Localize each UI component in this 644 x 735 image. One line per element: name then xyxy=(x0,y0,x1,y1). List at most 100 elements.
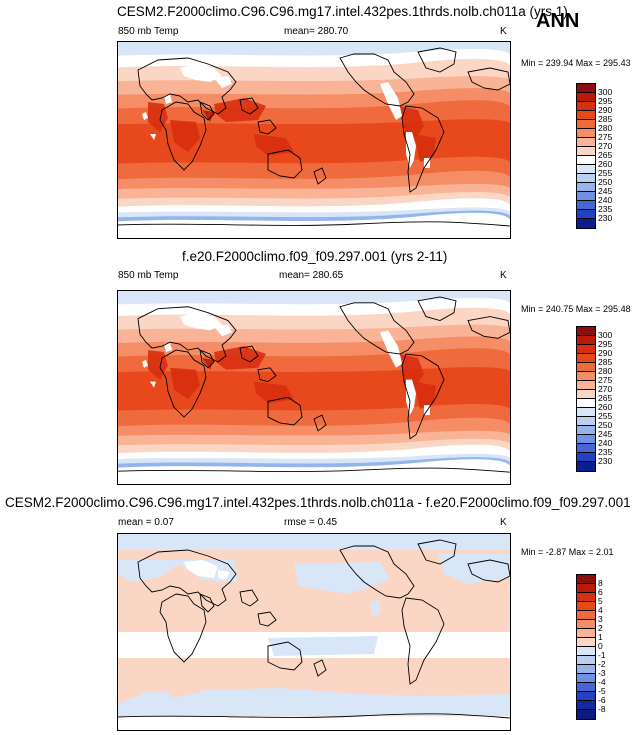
masked-region xyxy=(180,64,222,82)
panel-3-title: CESM2.F2000climo.C96.C96.mg17.intel.432p… xyxy=(5,495,631,510)
colorbar-label: 250 xyxy=(598,177,613,187)
masked-region xyxy=(380,330,402,368)
colorbar-cell xyxy=(577,575,595,584)
coastline xyxy=(159,101,207,171)
coastline xyxy=(417,296,457,322)
coastline xyxy=(313,659,327,677)
colorbar-label: 235 xyxy=(598,447,613,457)
panel-3-minmax: Min = -2.87 Max = 2.01 xyxy=(521,547,614,557)
colorbar-cell xyxy=(577,93,595,102)
colorbar-cell xyxy=(577,138,595,147)
colorbar-cell xyxy=(577,593,595,602)
panel-1-title: CESM2.F2000climo.C96.C96.mg17.intel.432p… xyxy=(117,4,568,19)
coastline xyxy=(339,545,415,599)
colorbar-cell xyxy=(577,354,595,363)
colorbar-cell xyxy=(577,147,595,156)
colorbar-label: 4 xyxy=(598,605,603,615)
colorbar-label: 6 xyxy=(598,587,603,597)
colorbar-cell xyxy=(577,638,595,647)
colorbar-cell xyxy=(577,129,595,138)
colorbar-cell xyxy=(577,701,595,710)
panel-1-colorbar xyxy=(576,83,596,229)
warm-region xyxy=(414,381,436,410)
coastline xyxy=(401,597,445,685)
colorbar-cell xyxy=(577,435,595,444)
colorbar-cell xyxy=(577,674,595,683)
masked-region xyxy=(142,359,148,368)
coastline xyxy=(401,105,445,193)
colorbar-cell xyxy=(577,210,595,219)
masked-region xyxy=(218,570,230,580)
colorbar-label: 260 xyxy=(598,159,613,169)
coastline xyxy=(118,221,510,227)
colorbar-cell xyxy=(577,647,595,656)
colorbar-label: 250 xyxy=(598,420,613,430)
colorbar-label: 240 xyxy=(598,438,613,448)
coastline xyxy=(467,559,510,583)
coastline xyxy=(339,302,415,355)
panel-1-mean-label: mean= 280.70 xyxy=(284,26,349,37)
coastline xyxy=(417,539,457,565)
panel-1-minmax: Min = 239.94 Max = 295.43 xyxy=(521,58,631,68)
coastline xyxy=(118,467,510,473)
coastline xyxy=(267,396,303,426)
warm-region xyxy=(170,367,200,400)
colorbar-label: 230 xyxy=(598,213,613,223)
colorbar-cell xyxy=(577,390,595,399)
masked-region xyxy=(150,381,156,388)
coastline xyxy=(199,101,215,121)
colorbar-cell xyxy=(577,462,595,471)
colorbar-cell xyxy=(577,336,595,345)
panel-3-map xyxy=(117,533,511,731)
colorbar-cell xyxy=(577,327,595,336)
difference-region xyxy=(294,562,390,594)
colorbar-label: 280 xyxy=(598,366,613,376)
coastline xyxy=(239,345,259,363)
colorbar-label: 300 xyxy=(598,87,613,97)
colorbar-cell xyxy=(577,656,595,665)
coastline xyxy=(401,353,445,440)
colorbar-cell xyxy=(577,165,595,174)
panel-2-units-label: K xyxy=(500,270,507,281)
masked-region xyxy=(406,379,416,416)
colorbar-label: 275 xyxy=(598,375,613,385)
colorbar-label: 230 xyxy=(598,456,613,466)
antarctica-mask xyxy=(118,467,510,484)
colorbar-cell xyxy=(577,710,595,719)
difference-region xyxy=(268,636,378,656)
colorbar-label: -3 xyxy=(598,668,606,678)
colorbar-label: -4 xyxy=(598,677,606,687)
coastline xyxy=(467,316,510,339)
coastline xyxy=(267,149,303,179)
colorbar-label: 270 xyxy=(598,141,613,151)
antarctica-mask xyxy=(118,716,510,730)
colorbar-cell xyxy=(577,620,595,629)
colorbar-label: 275 xyxy=(598,132,613,142)
colorbar-label: -5 xyxy=(598,686,606,696)
colorbar-cell xyxy=(577,602,595,611)
colorbar-cell xyxy=(577,102,595,111)
panel-1-map xyxy=(117,41,511,239)
colorbar-label: 245 xyxy=(598,186,613,196)
colorbar-label: 260 xyxy=(598,402,613,412)
colorbar-cell xyxy=(577,629,595,638)
masked-region xyxy=(142,112,148,120)
panel-3-mean-label: mean = 0.07 xyxy=(118,517,174,528)
coastline xyxy=(159,593,207,663)
colorbar-cell xyxy=(577,453,595,462)
colorbar-cell xyxy=(577,84,595,93)
colorbar-label: 235 xyxy=(598,204,613,214)
coastline xyxy=(417,47,457,73)
colorbar-label: 8 xyxy=(598,578,603,588)
coastline xyxy=(339,53,415,107)
colorbar-label: -2 xyxy=(598,659,606,669)
colorbar-label: 290 xyxy=(598,348,613,358)
coastline xyxy=(313,414,327,432)
colorbar-cell xyxy=(577,683,595,692)
warm-region xyxy=(214,98,266,122)
warm-region xyxy=(170,120,200,152)
masked-region xyxy=(406,132,416,168)
colorbar-cell xyxy=(577,417,595,426)
colorbar-label: 265 xyxy=(598,393,613,403)
masked-region xyxy=(380,82,402,120)
